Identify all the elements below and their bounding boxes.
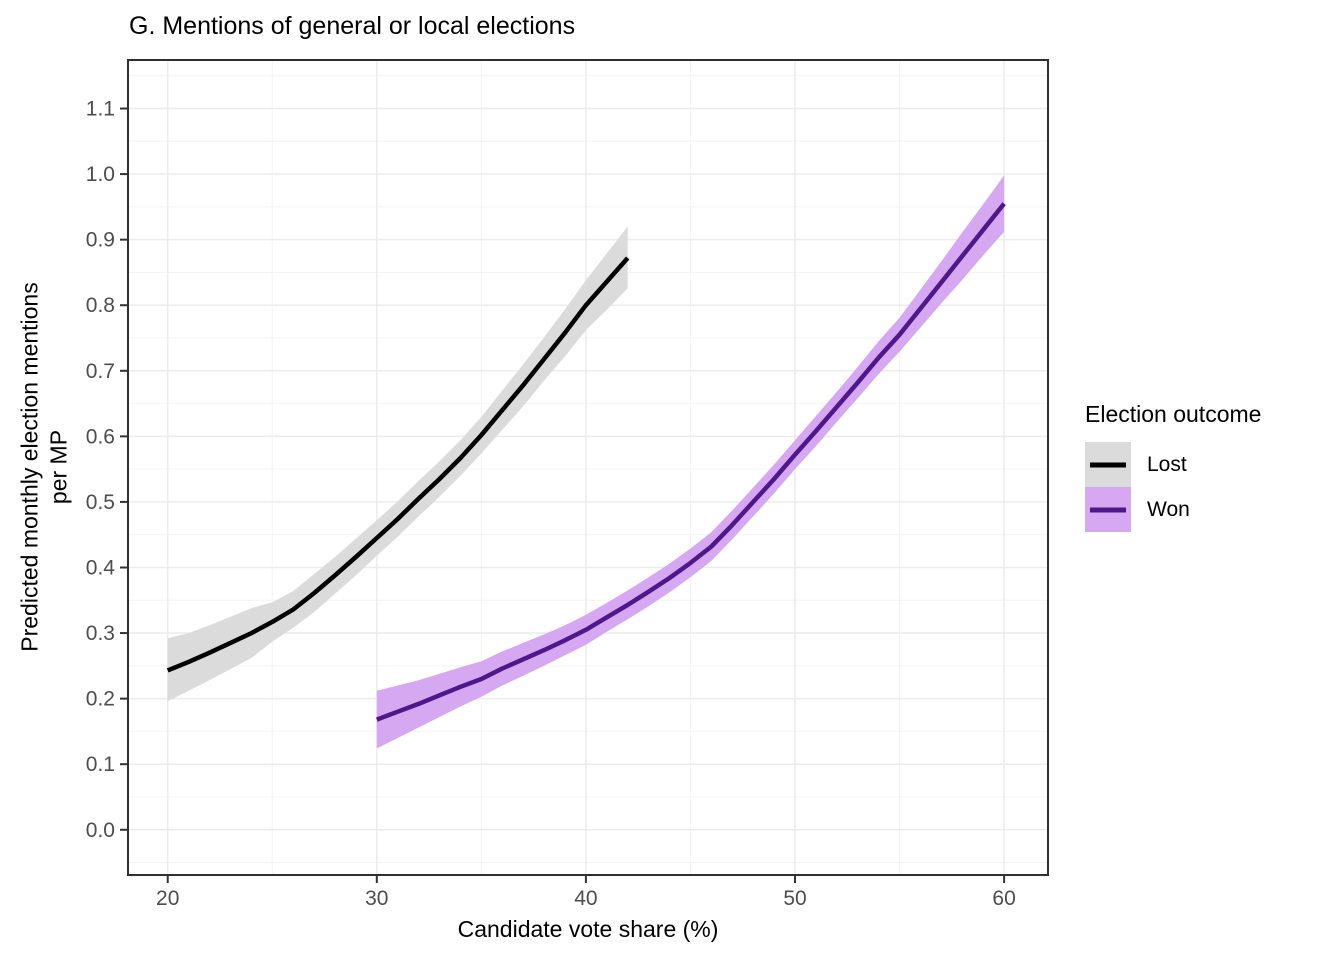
x-axis-title: Candidate vote share (%) — [457, 916, 719, 942]
legend-swatch-lost — [1085, 442, 1131, 487]
x-tick-label: 30 — [365, 887, 388, 910]
y-tick-label: 0.9 — [86, 229, 115, 252]
y-tick-label: 0.3 — [86, 622, 115, 645]
legend-entry-won: Won — [1085, 487, 1335, 532]
x-tick-label: 60 — [992, 887, 1015, 910]
y-tick-label: 0.7 — [86, 360, 115, 383]
y-tick-label: 0.4 — [86, 556, 116, 579]
panel-border — [127, 59, 1049, 876]
legend: Election outcome Lost Won — [1085, 401, 1335, 532]
legend-title: Election outcome — [1085, 401, 1262, 427]
legend-label-lost: Lost — [1147, 452, 1187, 476]
legend-entry-lost: Lost — [1085, 442, 1335, 487]
lost-curve — [166, 256, 630, 673]
y-tick-label: 1.1 — [86, 98, 115, 121]
y-tick-label: 0.2 — [86, 688, 115, 711]
won-confidence-band — [376, 175, 1005, 749]
y-tick-label: 0.8 — [86, 294, 115, 317]
y-tick-label: 0.1 — [86, 753, 115, 776]
y-axis-title: Predicted monthly election mentions per … — [16, 282, 71, 652]
x-tick-label: 40 — [574, 887, 597, 910]
x-tick-label: 20 — [156, 887, 179, 910]
chart-title: G. Mentions of general or local election… — [129, 12, 576, 40]
legend-key-line-icon — [1090, 462, 1126, 467]
legend-swatch-won — [1085, 487, 1131, 532]
x-tick-label: 50 — [783, 887, 806, 910]
y-tick-label: 0.5 — [86, 491, 115, 514]
legend-key-line-icon — [1090, 507, 1126, 512]
legend-entries: Lost Won — [1085, 442, 1335, 532]
y-tick-label: 0.0 — [86, 819, 115, 842]
won-curve — [376, 202, 1006, 722]
y-tick-label: 1.0 — [86, 163, 115, 186]
lost-confidence-band — [167, 226, 628, 702]
y-tick-label: 0.6 — [86, 425, 115, 448]
panel-background — [128, 60, 1048, 875]
legend-label-won: Won — [1147, 497, 1190, 521]
